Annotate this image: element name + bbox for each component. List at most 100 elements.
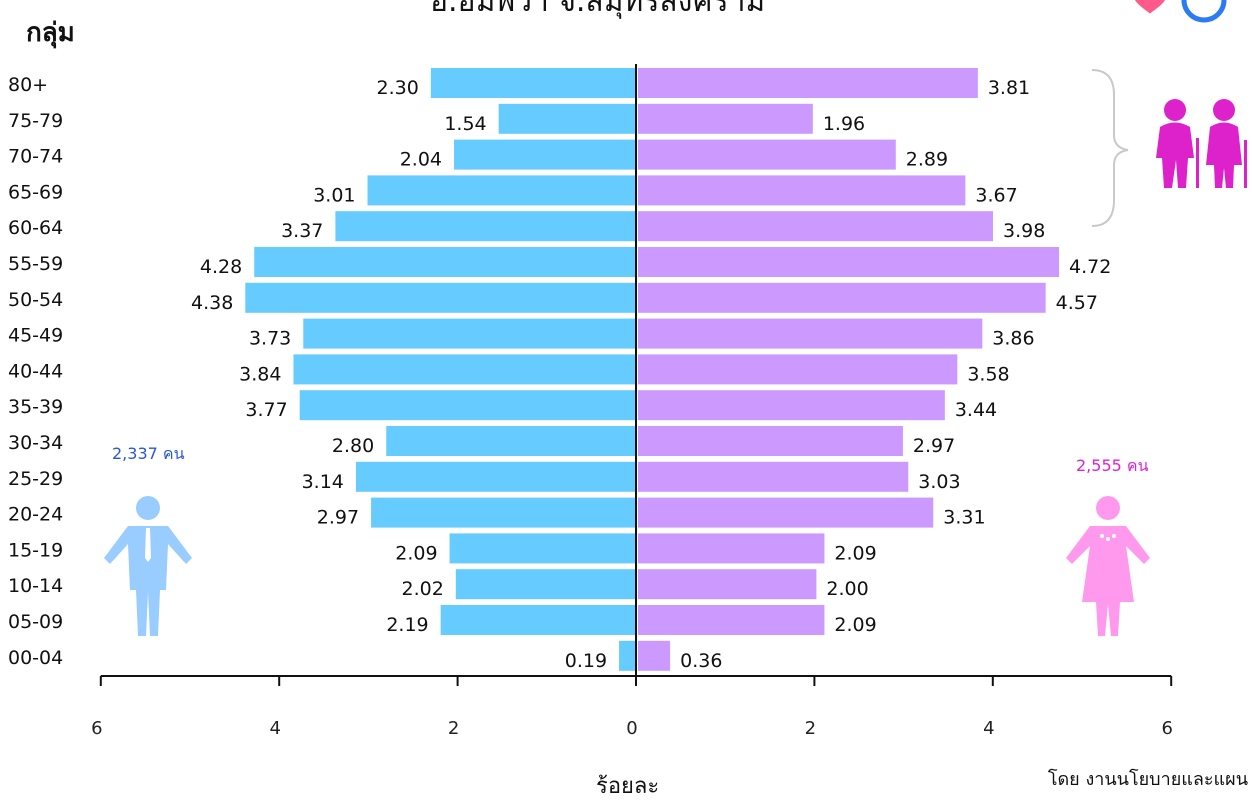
male-value-label: 3.14: [302, 471, 344, 493]
male-value-label: 3.84: [239, 363, 281, 385]
x-tick-label: 4: [269, 718, 280, 739]
male-bar: [335, 211, 636, 242]
female-bar: [638, 282, 1046, 313]
x-tick-label: 0: [626, 718, 637, 739]
female-bar: [638, 211, 994, 242]
age-group-label: 10-14: [8, 575, 63, 597]
female-bar: [638, 247, 1060, 277]
axis-layer: 6 4 2 0 2 4 6: [91, 64, 1173, 739]
age-group-label: 50-54: [8, 289, 63, 311]
male-bar: [455, 569, 636, 600]
female-value-label: 3.44: [955, 399, 997, 421]
male-bar: [619, 640, 636, 671]
female-bar: [638, 605, 825, 635]
male-bar: [386, 426, 636, 456]
male-value-label: 3.01: [313, 184, 355, 206]
x-tick-label: 4: [983, 718, 994, 739]
female-value-label: 3.81: [988, 77, 1030, 99]
x-axis-label: ร้อยละ: [596, 774, 660, 799]
x-tick-label: 2: [448, 718, 459, 739]
female-bar: [638, 354, 958, 385]
x-tick-label: 6: [91, 718, 102, 739]
male-value-label: 2.04: [400, 149, 442, 171]
male-bar: [498, 103, 636, 134]
female-figure-icon: [1066, 496, 1150, 636]
male-bar: [449, 533, 636, 564]
male-value-label: 2.02: [402, 578, 444, 600]
x-tick-label: 6: [1161, 718, 1172, 739]
age-group-label: 40-44: [8, 360, 63, 382]
female-value-label: 2.09: [834, 542, 876, 564]
female-bar: [638, 139, 896, 170]
heart-icon: [1135, 0, 1165, 14]
x-tick-label: 2: [805, 718, 816, 739]
male-value-label: 4.38: [191, 292, 233, 314]
female-value-label: 3.67: [975, 184, 1017, 206]
female-value-label: 3.98: [1003, 220, 1045, 242]
female-value-label: 2.00: [826, 578, 868, 600]
age-group-label: 65-69: [8, 181, 63, 203]
male-bar: [299, 390, 636, 421]
male-bar: [371, 497, 636, 528]
male-bar: [367, 175, 636, 206]
circle-logo-icon: [1181, 0, 1227, 23]
age-group-label: 25-29: [8, 468, 63, 490]
female-value-label: 2.97: [913, 435, 955, 457]
male-value-label: 1.54: [444, 113, 486, 135]
male-bar: [440, 605, 636, 635]
elderly-couple-icon: [1156, 99, 1247, 188]
age-group-label: 05-09: [8, 611, 63, 633]
female-bar: [638, 461, 909, 492]
male-figure-icon: [104, 496, 192, 636]
female-bar: [638, 569, 817, 600]
female-value-label: 4.72: [1069, 256, 1111, 278]
age-group-label: 80+: [8, 74, 48, 96]
male-value-label: 2.80: [332, 435, 374, 457]
male-value-label: 4.28: [200, 256, 242, 278]
male-value-label: 2.97: [317, 507, 359, 529]
female-bar: [638, 390, 945, 421]
female-bar: [638, 68, 978, 98]
female-bar: [638, 175, 966, 206]
female-value-label: 3.03: [918, 471, 960, 493]
value-labels-layer: 80+ 2.30 3.81 75-79 1.54 1.96 70-74 2.04 2.89 65-…: [8, 74, 1111, 672]
age-group-label: 35-39: [8, 396, 63, 418]
male-total-label: 2,337 คน: [112, 444, 185, 463]
age-group-label: 55-59: [8, 253, 63, 275]
female-bar: [638, 103, 813, 134]
male-value-label: 3.73: [249, 328, 291, 350]
female-value-label: 2.89: [906, 149, 948, 171]
male-value-label: 2.09: [395, 542, 437, 564]
male-bar: [303, 318, 636, 349]
female-total-label: 2,555 คน: [1076, 456, 1149, 475]
female-value-label: 3.31: [943, 507, 985, 529]
age-group-label: 30-34: [8, 432, 63, 454]
male-value-label: 3.77: [245, 399, 287, 421]
age-group-label: 60-64: [8, 217, 63, 239]
female-value-label: 0.36: [680, 650, 722, 672]
age-group-label: 00-04: [8, 647, 63, 669]
male-value-label: 2.30: [377, 77, 419, 99]
male-value-label: 0.19: [565, 650, 607, 672]
female-value-label: 2.09: [834, 614, 876, 636]
male-bar: [293, 354, 636, 385]
chart-title: อ.อัมพวา จ.สมุทรสงคราม: [430, 0, 766, 19]
male-bar: [245, 282, 636, 313]
female-value-label: 1.96: [823, 113, 865, 135]
age-group-label: 15-19: [8, 539, 63, 561]
female-bar: [638, 497, 934, 528]
age-group-label: 20-24: [8, 504, 63, 526]
age-group-label: 45-49: [8, 325, 63, 347]
male-value-label: 2.19: [386, 614, 428, 636]
female-value-label: 4.57: [1056, 292, 1098, 314]
male-bar: [254, 247, 636, 277]
credit-note: โดย งานนโยบายและแผน: [1047, 769, 1248, 790]
female-bar: [638, 318, 983, 349]
male-bar: [355, 461, 636, 492]
age-group-label: 75-79: [8, 110, 63, 132]
bars-layer: [245, 68, 1060, 671]
female-bar: [638, 426, 903, 456]
group-axis-label: กลุ่ม: [26, 18, 75, 48]
male-bar: [454, 139, 636, 170]
